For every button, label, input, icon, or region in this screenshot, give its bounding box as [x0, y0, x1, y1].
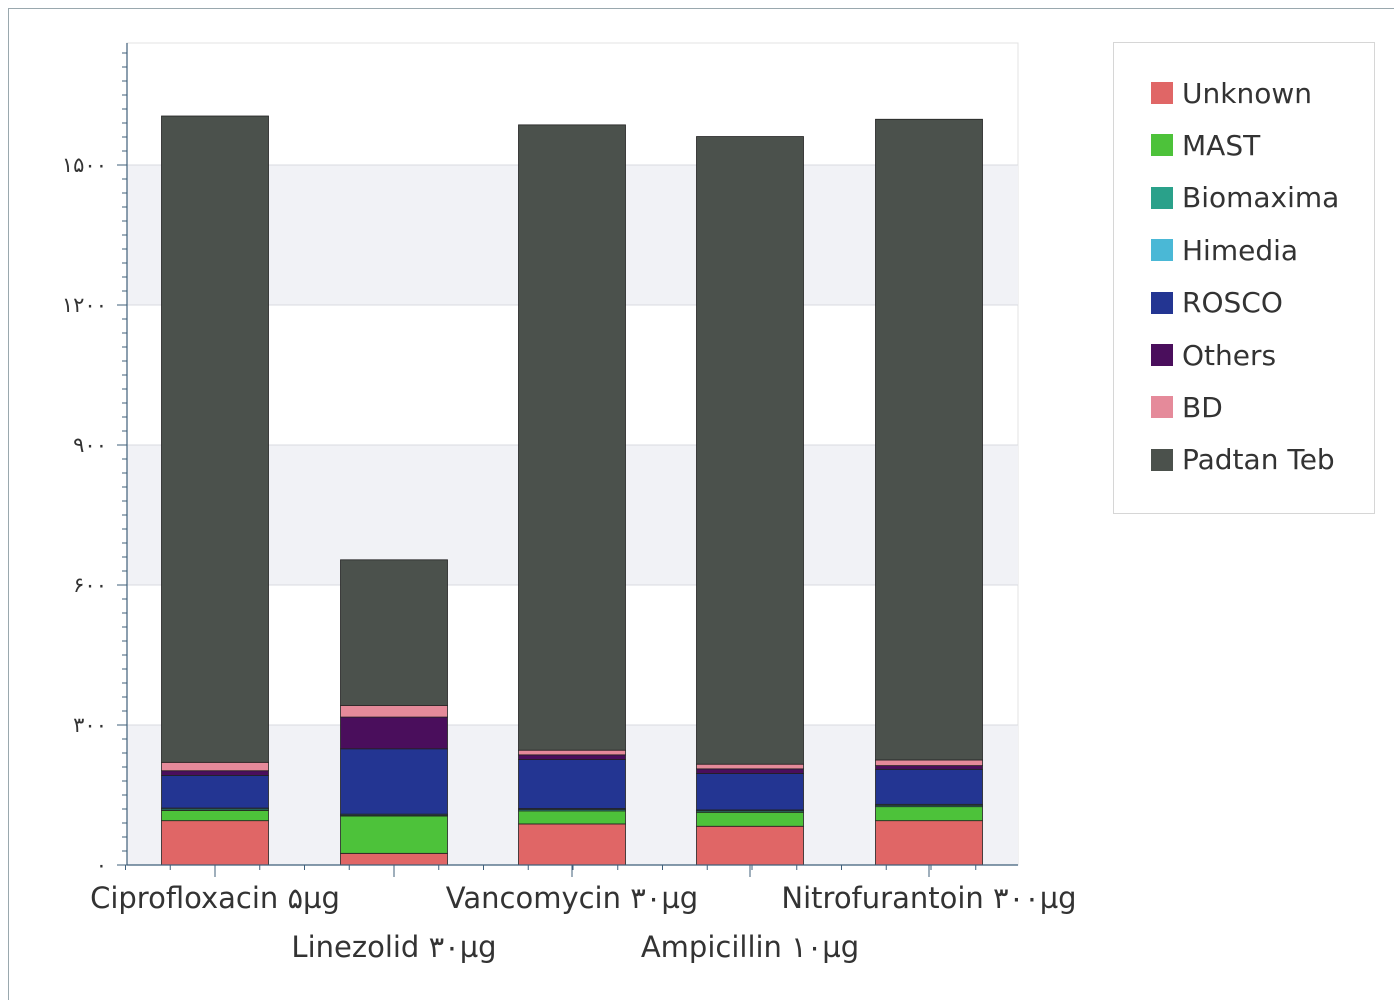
legend-swatch	[1151, 291, 1173, 314]
legend-swatch	[1151, 448, 1173, 471]
legend-swatch	[1151, 239, 1173, 262]
legend-item[interactable]: BD	[1151, 387, 1223, 427]
y-tick-label: ۰	[96, 853, 107, 877]
bar-segment	[340, 748, 448, 815]
chart-frame	[8, 8, 1394, 1000]
y-tick-label: ۳۰۰	[73, 713, 107, 737]
x-category-label: Vancomycin ۳۰µg	[446, 881, 698, 915]
legend-label: Biomaxima	[1182, 181, 1340, 215]
legend-swatch	[1151, 82, 1173, 104]
y-tick-label: ۱۵۰۰	[62, 153, 107, 177]
y-tick-label: ۹۰۰	[73, 433, 107, 457]
legend-label: BD	[1182, 390, 1223, 424]
legend-label: Himedia	[1182, 233, 1299, 267]
bar-stack	[340, 559, 448, 866]
bar-segment	[875, 765, 983, 770]
bar-stack	[161, 115, 269, 866]
bar-segment	[696, 825, 804, 866]
bar-segment	[875, 118, 983, 761]
bar-segment	[340, 852, 448, 866]
bar-segment	[875, 820, 983, 866]
bar-segment	[518, 823, 626, 866]
legend-swatch	[1151, 186, 1173, 209]
legend-label: Padtan Teb	[1182, 443, 1335, 477]
x-category-label: Linezolid ۳۰µg	[291, 930, 496, 964]
legend-item[interactable]: Himedia	[1151, 230, 1298, 270]
x-category-label: Nitrofurantoin ۳۰۰µg	[781, 881, 1076, 915]
bar-segment	[875, 759, 983, 766]
legend-label: MAST	[1182, 128, 1261, 162]
x-category-label: Ampicillin ۱۰µg	[641, 930, 859, 964]
bars	[161, 115, 983, 866]
legend-item[interactable]: ROSCO	[1151, 283, 1283, 323]
legend-item[interactable]: Unknown	[1151, 73, 1312, 113]
bar-segment	[518, 754, 626, 760]
legend-swatch	[1151, 134, 1173, 157]
bar-segment	[340, 705, 448, 718]
y-tick-label: ۱۲۰۰	[62, 293, 107, 317]
legend-item[interactable]: Biomaxima	[1151, 178, 1339, 218]
legend-swatch	[1151, 344, 1173, 366]
bar-segment	[161, 761, 269, 772]
legend-label: ROSCO	[1182, 286, 1283, 320]
y-axis-tick-labels: ۰ ۳۰۰ ۶۰۰ ۹۰۰ ۱۲۰۰ ۱۵۰۰	[62, 153, 107, 877]
bar-segment	[161, 810, 269, 822]
legend-label: Unknown	[1182, 76, 1312, 110]
bar-segment	[518, 810, 626, 825]
legend-item[interactable]: MAST	[1151, 125, 1260, 165]
bar-segment	[696, 136, 804, 765]
x-category-label: Ciprofloxacin ۵µg	[90, 881, 340, 915]
bar-segment	[875, 768, 983, 805]
bar-segment	[340, 815, 448, 854]
bar-segment	[161, 775, 269, 809]
legend-item[interactable]: Others	[1151, 335, 1276, 375]
legend-swatch	[1151, 396, 1173, 419]
x-axis-category-labels: Ciprofloxacin ۵µg Linezolid ۳۰µg Vancomyci…	[90, 881, 1077, 964]
bar-segment	[161, 115, 269, 763]
bar-segment	[340, 559, 448, 706]
bar-stack	[696, 136, 804, 866]
bar-segment	[340, 716, 448, 750]
y-tick-label: ۶۰۰	[73, 573, 107, 597]
legend-item[interactable]: Padtan Teb	[1151, 440, 1335, 480]
legend-label: Others	[1182, 338, 1277, 372]
axes	[117, 43, 1018, 877]
bar-stack	[518, 124, 626, 866]
bar-segment	[875, 806, 983, 822]
bar-segment	[518, 124, 626, 751]
bar-stack	[875, 118, 983, 866]
bar-segment	[161, 820, 269, 866]
bar-segment	[696, 773, 804, 811]
bar-segment	[161, 770, 269, 776]
bar-segment	[696, 763, 804, 770]
bar-segment	[518, 759, 626, 809]
bar-segment	[696, 768, 804, 774]
legend: Unknown MAST Biomaxima Himedia ROSCO Others BD…	[1113, 42, 1375, 514]
bar-segment	[518, 749, 626, 756]
bar-segment	[696, 811, 804, 827]
